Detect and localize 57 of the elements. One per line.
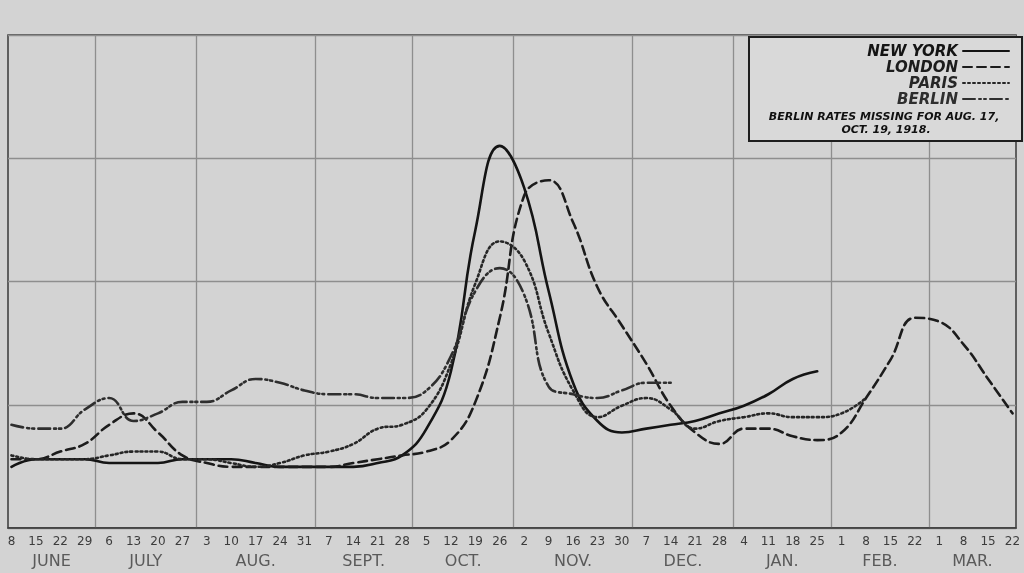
x-tick-label: 1 bbox=[837, 534, 846, 548]
x-tick-label: 13 bbox=[125, 534, 142, 548]
x-tick-label: 22 bbox=[52, 534, 68, 548]
x-tick-label: 11 bbox=[760, 534, 776, 548]
x-tick-label: 8 bbox=[959, 534, 968, 548]
x-tick-label: 30 bbox=[614, 534, 630, 548]
x-tick-label: 21 bbox=[687, 534, 703, 548]
x-tick-label: 6 bbox=[105, 534, 113, 548]
x-tick-label: 27 bbox=[174, 534, 191, 548]
x-tick-label: 8 bbox=[862, 534, 870, 548]
x-tick-label: 23 bbox=[589, 534, 606, 548]
x-tick-label: 7 bbox=[325, 534, 333, 548]
text: SEPT. bbox=[342, 550, 386, 570]
x-tick-label: 18 bbox=[785, 534, 801, 548]
x-tick-label: 4 bbox=[740, 534, 748, 548]
x-tick-label: 15 bbox=[882, 534, 899, 548]
text: JAN. bbox=[765, 550, 799, 570]
text: JUNE bbox=[31, 550, 71, 570]
x-tick-label: 22 bbox=[907, 534, 923, 548]
x-tick-label: 20 bbox=[150, 534, 166, 548]
legend-label: LONDON bbox=[885, 58, 959, 76]
text: BERLIN RATES MISSING FOR AUG. 17, OCT. 19, 1918. bbox=[768, 110, 1004, 136]
x-tick-label: 28 bbox=[711, 534, 728, 548]
x-tick-label: 26 bbox=[492, 534, 508, 548]
x-tick-label: 14 bbox=[345, 534, 361, 548]
x-tick-label: 24 bbox=[272, 534, 288, 548]
x-tick-label: 25 bbox=[809, 534, 825, 548]
x-tick-label: 15 bbox=[980, 534, 996, 548]
x-tick-label: 8 bbox=[7, 534, 16, 548]
x-tick-label: 7 bbox=[642, 534, 651, 548]
legend-label: PARIS bbox=[908, 74, 958, 92]
text: NOV. bbox=[553, 550, 593, 570]
x-tick-label: 22 bbox=[1004, 534, 1021, 548]
text: MAR. bbox=[952, 550, 993, 570]
x-tick-label: 28 bbox=[394, 534, 410, 548]
x-tick-label: 1 bbox=[935, 534, 944, 548]
text: AUG. bbox=[235, 550, 276, 570]
x-tick-label: 5 bbox=[422, 534, 431, 548]
x-tick-label: 10 bbox=[223, 534, 239, 548]
x-tick-label: 14 bbox=[663, 534, 679, 548]
x-tick-label: 17 bbox=[248, 534, 264, 548]
x-tick-label: 21 bbox=[370, 534, 386, 548]
text: DEC. bbox=[663, 550, 703, 570]
x-tick-label: 16 bbox=[565, 534, 581, 548]
x-tick-label: 12 bbox=[443, 534, 459, 548]
x-tick-label: 2 bbox=[520, 534, 529, 548]
text: FEB. bbox=[862, 550, 898, 570]
x-tick-label: 29 bbox=[77, 534, 93, 548]
x-tick-label: 19 bbox=[467, 534, 484, 548]
legend-label: NEW YORK bbox=[867, 42, 960, 60]
x-tick-label: 31 bbox=[296, 534, 313, 548]
x-tick-label: 9 bbox=[544, 534, 553, 548]
x-tick-label: 15 bbox=[28, 534, 44, 548]
legend-label: BERLIN bbox=[897, 90, 959, 108]
text: JULY bbox=[128, 550, 163, 570]
text: OCT. bbox=[444, 550, 482, 570]
x-tick-label: 3 bbox=[202, 534, 211, 548]
